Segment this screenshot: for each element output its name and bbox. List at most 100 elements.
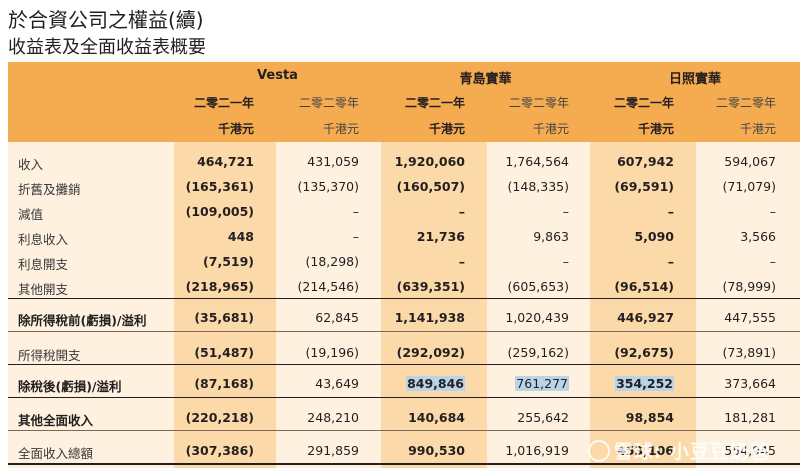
table-cell: (19,196) [305,345,360,360]
table-cell: (87,168) [194,376,254,391]
income-statement-table: Vesta 青島實華 日照實華 二零二一年 二零二零年 二零二一年 二零二零年 … [8,62,800,468]
table-cell: – [458,204,465,219]
table-row: 收入 464,721 431,059 1,920,060 1,764,564 6… [8,151,800,173]
page-title: 於合資公司之權益(續) [8,8,204,32]
table-cell: – [667,254,674,269]
table-cell: 464,721 [197,154,254,169]
table-cell: 43,649 [315,376,359,391]
table-row: 利息開支 (7,519) (18,298) – – – – [8,251,800,273]
divider [8,430,800,431]
table-cell: 354,252 [590,376,674,391]
table-cell: 5,090 [634,229,674,244]
table-cell: 554,945 [724,443,776,458]
divider [8,331,800,332]
table-cell: – [562,254,569,269]
divider [8,463,800,465]
table-cell: 1,016,919 [505,443,569,458]
row-label: 所得稅開支 [18,348,81,363]
row-label: 其他開支 [18,282,69,297]
divider [8,397,800,398]
row-label: 全面收入總額 [18,446,94,461]
row-label: 收入 [18,157,44,172]
table-cell: 255,642 [517,410,569,425]
table-cell: 98,854 [625,410,674,425]
table-cell: (218,965) [185,279,254,294]
table-cell: 447,555 [724,310,776,325]
table-cell: (18,298) [305,254,360,269]
unit-header: 千港元 [322,122,359,136]
table-cell: – [352,229,359,244]
table-cell: 431,059 [307,154,359,169]
divider [8,298,800,299]
table-cell: (69,591) [614,179,674,194]
table-cell: 248,210 [307,410,359,425]
year-header: 二零二零年 [298,96,359,110]
unit-header: 千港元 [637,122,674,136]
unit-header: 千港元 [217,122,254,136]
section-subtitle: 收益表及全面收益表概要 [8,37,206,58]
table-cell: (220,218) [185,410,254,425]
table-cell: 21,736 [416,229,465,244]
table-cell: (307,386) [185,443,254,458]
table-cell: (160,507) [396,179,465,194]
watermark-text: 雪球: 小豆豆奶爸 [613,441,770,463]
table-cell: (73,891) [722,345,777,360]
group-header-qingdao: 青島實華 [459,72,512,87]
highlighted-value: 761,277 [515,376,569,391]
table-cell: 9,863 [533,229,569,244]
table-cell: 291,859 [307,443,359,458]
row-label: 除稅後(虧損)/溢利 [18,379,122,394]
table-cell: (96,514) [614,279,674,294]
table-cell: 849,846 [381,376,465,391]
year-header: 二零二一年 [404,96,465,110]
table-cell: 1,920,060 [394,154,465,169]
year-header: 二零二一年 [613,96,674,110]
row-label: 除所得稅前(虧損)/溢利 [18,313,147,328]
table-cell: (71,079) [722,179,777,194]
table-cell: 446,927 [617,310,674,325]
row-label: 利息收入 [18,232,69,247]
table-row: 所得稅開支 (51,487) (19,196) (292,092) (259,1… [8,342,800,364]
table-cell: – [458,254,465,269]
row-label: 其他全面收入 [18,413,94,428]
table-cell: 3,566 [740,229,776,244]
table-row: 除所得稅前(虧損)/溢利 (35,681) 62,845 1,141,938 1… [8,307,800,329]
table-cell: (109,005) [185,204,254,219]
table-cell: 453,106 [617,443,674,458]
highlight-column-rizhao-2021 [590,142,696,468]
table-cell: 761,277 [487,376,569,391]
highlight-column-vesta-2021 [174,142,276,468]
highlight-column-qingdao-2021 [381,142,487,468]
group-header-vesta: Vesta [257,68,298,83]
unit-header: 千港元 [532,122,569,136]
highlighted-value: 354,252 [615,376,674,391]
table-cell: (214,546) [297,279,359,294]
table-cell: (605,653) [507,279,569,294]
table-cell: 607,942 [617,154,674,169]
table-cell: 181,281 [724,410,776,425]
table-row: 其他開支 (218,965) (214,546) (639,351) (605,… [8,276,800,298]
table-row: 利息收入 448 – 21,736 9,863 5,090 3,566 [8,226,800,248]
table-row: 全面收入總額 (307,386) 291,859 990,530 1,016,9… [8,440,800,462]
divider [8,364,800,365]
highlighted-value: 849,846 [406,376,465,391]
table-cell: – [562,204,569,219]
table-cell: (35,681) [194,310,254,325]
table-cell: 594,067 [724,154,776,169]
table-cell: (165,361) [185,179,254,194]
row-label: 利息開支 [18,257,69,272]
table-cell: 1,020,439 [505,310,569,325]
group-header-rizhao: 日照實華 [668,72,721,87]
table-cell: 1,141,938 [394,310,465,325]
table-cell: – [769,254,776,269]
table-row: 除稅後(虧損)/溢利 (87,168) 43,649 849,846 761,2… [8,373,800,395]
table-cell: (639,351) [396,279,465,294]
table-header-band [8,62,800,142]
table-cell: (92,675) [614,345,674,360]
table-cell: 140,684 [408,410,465,425]
table-cell: 62,845 [315,310,359,325]
table-cell: (78,999) [722,279,777,294]
table-cell: – [352,204,359,219]
row-label: 折舊及攤銷 [18,182,81,197]
table-cell: (7,519) [203,254,254,269]
